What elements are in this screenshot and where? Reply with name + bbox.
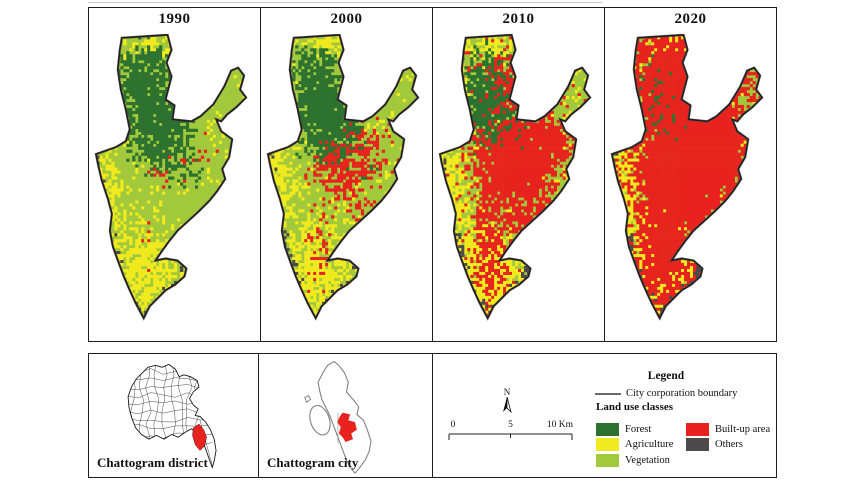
vegetation-label: Vegetation xyxy=(625,455,670,466)
legend-item-forest: Forest xyxy=(596,423,651,436)
map-panel-2000: 2000 xyxy=(261,8,433,341)
legend-item-vegetation: Vegetation xyxy=(596,454,670,467)
inset-legend-row: Chattogram district Chattogram city Lege… xyxy=(88,353,777,478)
landuse-map-2010 xyxy=(433,33,604,326)
year-label-2010: 2010 xyxy=(502,11,535,27)
agriculture-label: Agriculture xyxy=(625,439,674,450)
legend-title: Legend xyxy=(647,370,685,382)
landuse-map-1990 xyxy=(89,33,260,326)
city-inset-label: Chattogram city xyxy=(267,455,359,470)
year-label-1990: 1990 xyxy=(158,11,191,27)
boundary-line-icon xyxy=(595,392,621,395)
bangladesh-district-map xyxy=(89,354,258,477)
legend-item-builtup: Built-up area xyxy=(686,423,770,436)
north-label: N xyxy=(503,387,511,397)
forest-swatch-icon xyxy=(596,423,619,436)
city-inset-panel: Chattogram city xyxy=(259,354,433,477)
builtup-label: Built-up area xyxy=(715,424,771,435)
year-label-2020: 2020 xyxy=(674,11,707,27)
legend-panel: Legend N 0 5 10 Km xyxy=(433,354,776,477)
scale-tick-5: 5 xyxy=(508,420,513,430)
scale-bar: 0 5 10 Km xyxy=(445,417,585,445)
forest-label: Forest xyxy=(625,424,652,435)
legend-boundary-item: City corporation boundary xyxy=(594,387,737,400)
landuse-classes-heading: Land use classes xyxy=(596,401,674,413)
scale-bar-icon xyxy=(448,433,573,440)
builtup-swatch-icon xyxy=(686,423,709,436)
map-panel-1990: 1990 xyxy=(89,8,261,341)
scale-tick-0: 0 xyxy=(450,420,456,430)
page-rule-line xyxy=(88,2,603,3)
north-arrow-icon xyxy=(503,397,512,413)
year-label-2000: 2000 xyxy=(330,11,363,27)
vegetation-swatch-icon xyxy=(596,454,619,467)
others-label: Others xyxy=(715,439,743,450)
landuse-map-2000 xyxy=(261,33,432,326)
district-inset-panel: Chattogram district xyxy=(89,354,259,477)
boundary-item-label: City corporation boundary xyxy=(626,388,738,399)
agriculture-swatch-icon xyxy=(596,438,619,451)
map-panel-2010: 2010 xyxy=(433,8,605,341)
legend-item-agriculture: Agriculture xyxy=(596,438,673,451)
north-arrow: N xyxy=(495,387,519,413)
year-maps-row: 1990 2000 2010 2020 xyxy=(88,7,777,342)
legend-item-others: Others xyxy=(686,438,743,451)
scale-tick-10: 10 Km xyxy=(546,420,573,430)
chattogram-city-map xyxy=(259,354,432,477)
landuse-map-2020 xyxy=(605,33,776,326)
others-swatch-icon xyxy=(686,438,709,451)
map-panel-2020: 2020 xyxy=(605,8,776,341)
district-inset-label: Chattogram district xyxy=(97,455,208,470)
